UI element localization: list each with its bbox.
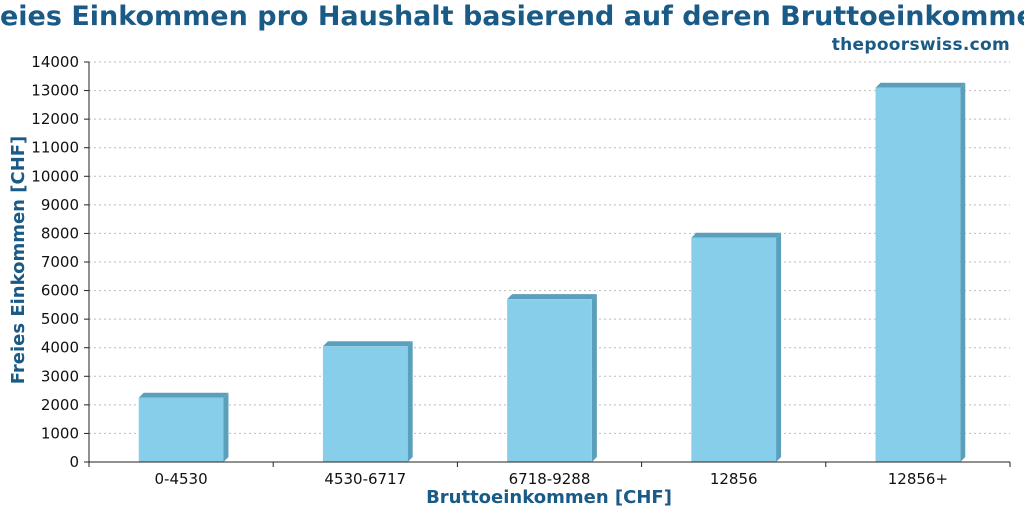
bar-side [776,232,782,462]
bar-top [138,392,229,398]
bar-side [223,392,229,462]
y-tick-label: 12000 [31,110,79,128]
x-tick-label: 12856+ [888,470,948,488]
bar [875,87,961,462]
y-tick-label: 10000 [31,167,79,185]
bar-top [691,232,782,238]
y-tick-label: 6000 [41,282,79,300]
x-ticks: 0-4530 4530-6717 6718-9288 12856 12856+ [88,462,1011,488]
bar-top [507,294,597,300]
y-tick-label: 5000 [41,310,79,328]
x-tick-label: 6718-9288 [509,470,591,488]
bars [138,82,966,462]
x-axis-title: Bruttoeinkommen [CHF] [426,487,672,508]
x-tick-label: 0-4530 [155,470,208,488]
y-tick-label: 4000 [41,339,79,357]
y-tick-label: 2000 [41,396,79,414]
x-tick-label: 4530-6717 [324,470,406,488]
y-tick-label: 9000 [41,196,79,214]
y-tick-label: 13000 [31,82,79,100]
chart-title: Freies Einkommen pro Haushalt basierend … [0,1,1024,32]
bar [138,397,224,462]
y-tick-label: 14000 [31,53,79,71]
bar-top [322,341,413,347]
y-axis-title: Freies Einkommen [CHF] [8,136,29,385]
bar-top [875,82,966,88]
bar [691,237,777,462]
y-ticks: 0 1000 2000 3000 4000 5000 6000 7000 8000 9000 100… [31,53,89,471]
y-tick-label: 1000 [41,424,79,442]
y-tick-label: 3000 [41,367,79,385]
bar [507,299,592,462]
x-tick-label: 12856 [710,470,758,488]
bar [322,346,408,462]
y-tick-label: 8000 [41,224,79,242]
source-label: thepoorswiss.com [831,35,1010,55]
y-tick-label: 11000 [31,139,79,157]
y-tick-label: 0 [69,453,79,471]
bar-side [960,82,966,462]
y-tick-label: 7000 [41,253,79,271]
bar-side [591,294,597,462]
bar-side [407,341,413,462]
